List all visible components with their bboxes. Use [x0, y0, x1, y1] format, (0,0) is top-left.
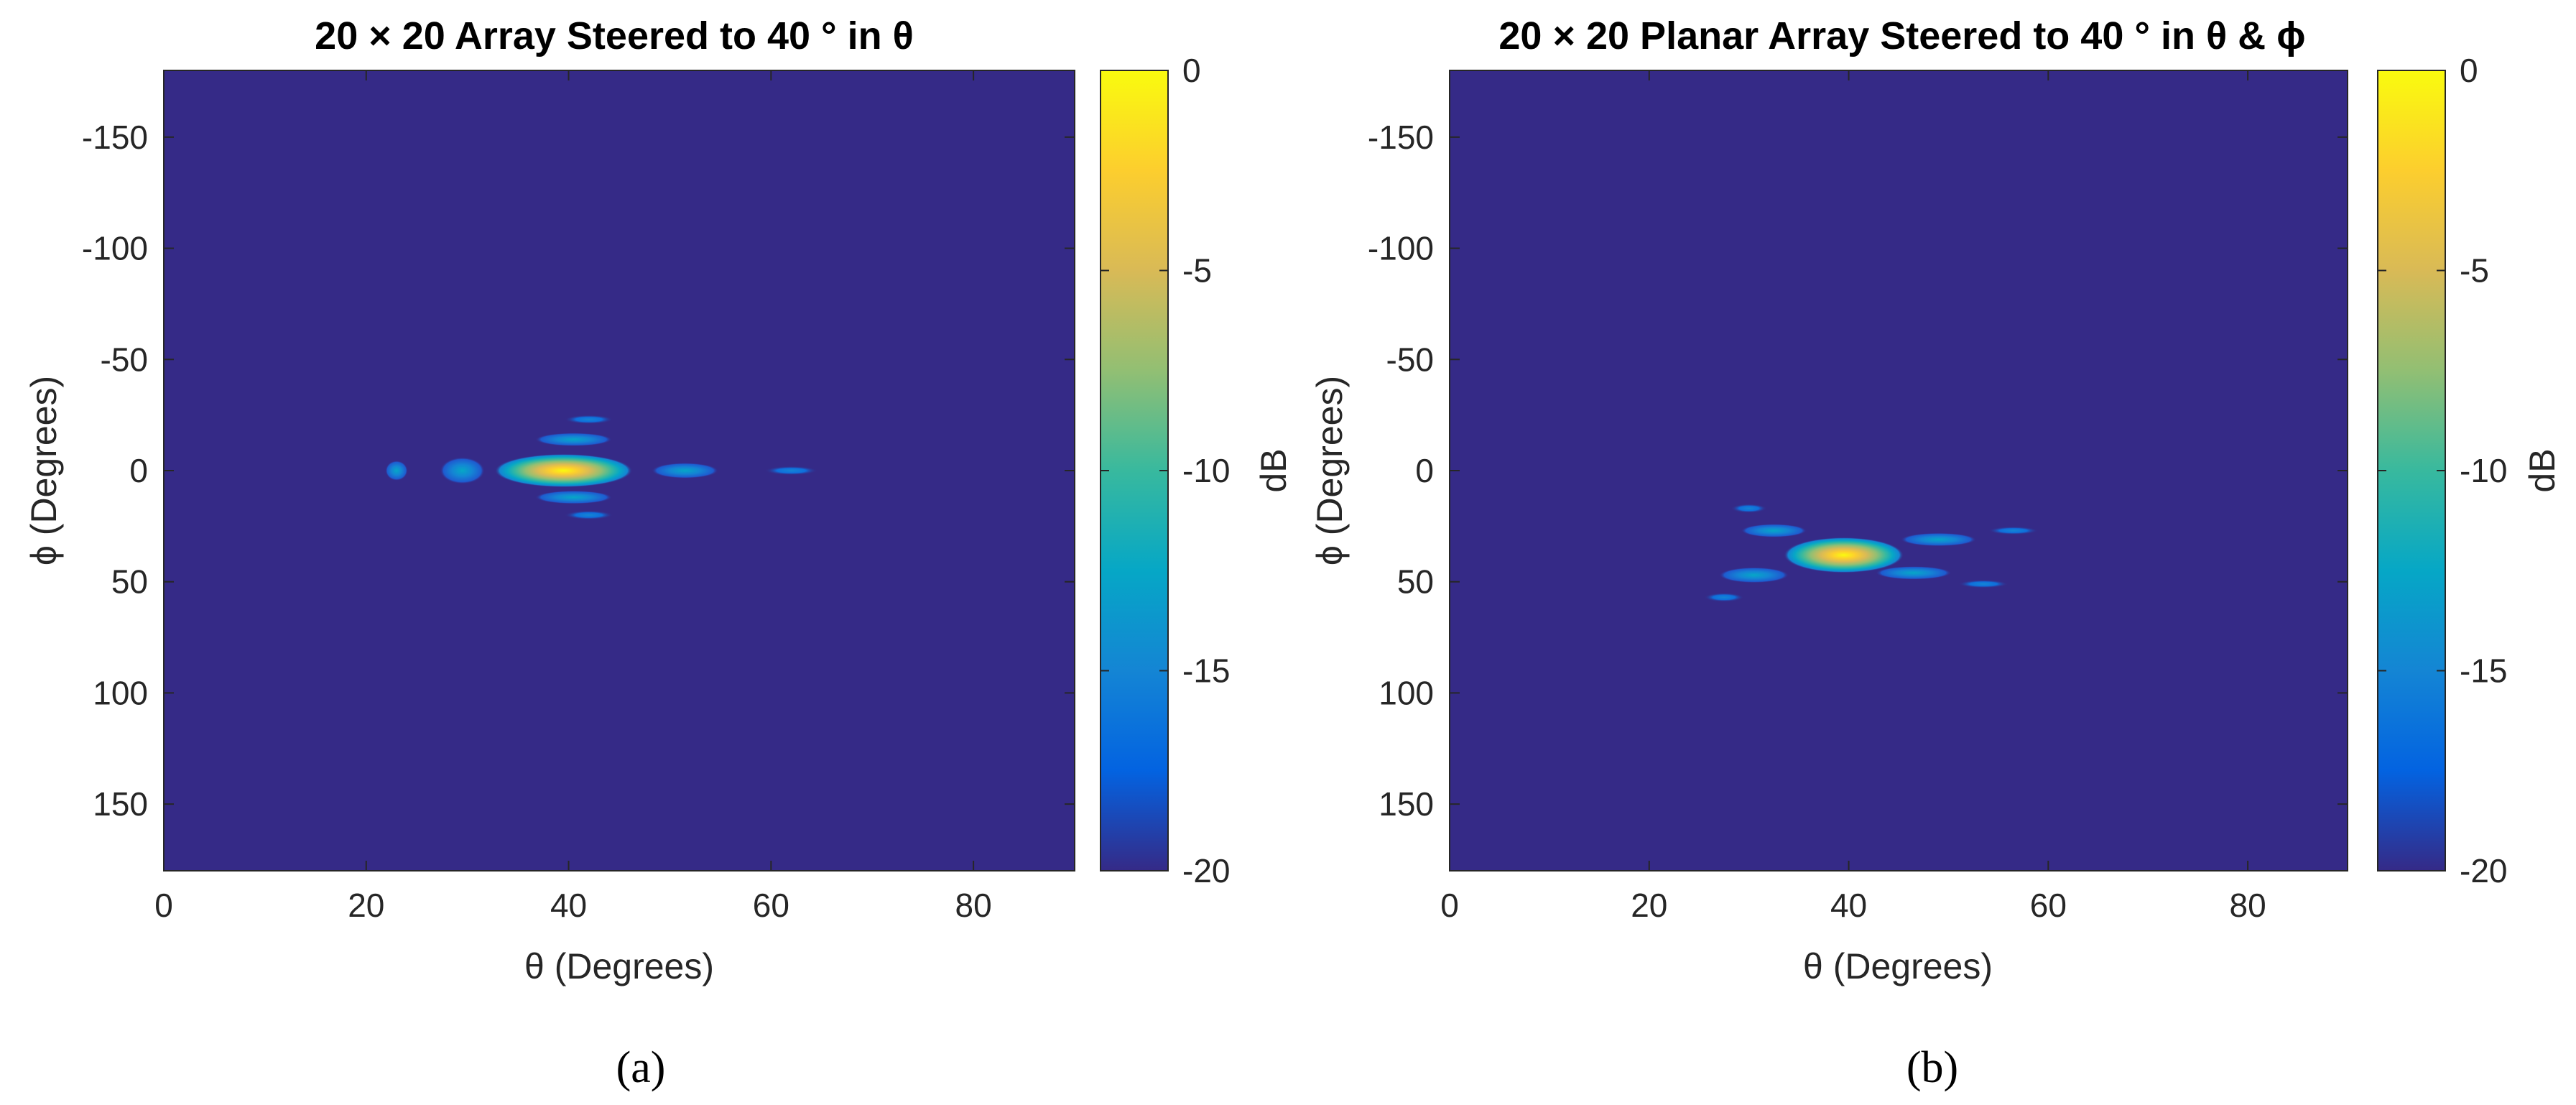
heatmap-lobe [564, 415, 613, 425]
colorbar-tick-label: -20 [1182, 852, 1230, 889]
chart-a-title: 20 × 20 Array Steered to 40 ° in θ [315, 14, 914, 57]
y-tick-label: 150 [1379, 785, 1434, 823]
heatmap-lobe [385, 461, 408, 481]
heatmap-lobe [1704, 593, 1744, 602]
y-tick-label: -150 [1368, 119, 1434, 156]
y-tick-label: 100 [1379, 674, 1434, 711]
colorbar-ticks-a: 0 -5 -10 -15 -20 [1101, 52, 1230, 889]
x-tick-label: 20 [1631, 887, 1667, 924]
y-tick-label: -50 [101, 341, 148, 378]
panel-label-a: (a) [616, 1043, 666, 1092]
y-tick-label: 50 [1397, 563, 1434, 601]
x-tick-label: 0 [154, 887, 173, 924]
colorbar-a [1100, 70, 1169, 871]
heatmap-lobes-a [385, 415, 818, 520]
y-tick-label: 0 [1415, 452, 1434, 489]
heatmap-lobe [1900, 532, 1977, 547]
y-tick-label: -50 [1386, 341, 1434, 378]
y-axis-label-b: ϕ (Degrees) [1310, 376, 1350, 565]
y-tick-label: 100 [93, 674, 148, 711]
y-ticks-a: -150 -100 -50 0 50 100 150 [82, 119, 1075, 823]
heatmap-lobe [1719, 567, 1789, 583]
heatmap-lobe [535, 490, 613, 504]
y-ticks-b: -150 -100 -50 0 50 100 150 [1368, 119, 2348, 823]
colorbar-label-a: dB [1254, 448, 1294, 492]
heatmap-lobe [1958, 580, 2009, 588]
y-tick-label: 150 [93, 785, 148, 823]
y-tick-label: 50 [111, 563, 148, 601]
x-tick-label: 80 [2230, 887, 2266, 924]
heatmap-lobe [1731, 504, 1767, 513]
colorbar-ticks-b: 0 -5 -10 -15 -20 [2378, 52, 2507, 889]
panel-label-b: (b) [1906, 1043, 1958, 1092]
colorbar-tick-label: 0 [1182, 52, 1201, 89]
x-axis-label-b: θ (Degrees) [1803, 946, 1993, 986]
heatmap-lobe [440, 457, 485, 484]
heatmap-lobe [535, 433, 613, 446]
x-ticks-b: 0 20 40 60 80 [1440, 70, 2266, 924]
colorbar-tick-label: -15 [2460, 652, 2507, 690]
x-axis-label-a: θ (Degrees) [524, 946, 714, 986]
colorbar-tick-label: -5 [1182, 252, 1212, 290]
x-tick-label: 40 [1830, 887, 1867, 924]
heatmap-lobe [494, 453, 633, 488]
heatmap-lobe [564, 510, 613, 520]
x-tick-label: 60 [2030, 887, 2067, 924]
colorbar-label-b: dB [2522, 448, 2562, 492]
x-ticks-a: 0 20 40 60 80 [154, 70, 992, 924]
y-tick-label: 0 [129, 452, 148, 489]
y-tick-label: -100 [1368, 230, 1434, 267]
chart-b-title: 20 × 20 Planar Array Steered to 40 ° in … [1498, 14, 2305, 57]
heatmap-lobe [764, 466, 818, 476]
colorbar-tick-label: -15 [1182, 652, 1230, 690]
x-tick-label: 20 [348, 887, 384, 924]
colorbar-b [2377, 70, 2446, 871]
y-axis-label-a: ϕ (Degrees) [24, 376, 64, 565]
heatmap-lobe [652, 463, 719, 478]
y-tick-label: -150 [82, 119, 148, 156]
colorbar-tick-label: -10 [1182, 452, 1230, 489]
heatmap-lobe [1741, 524, 1807, 537]
colorbar-tick-label: -10 [2460, 452, 2507, 489]
y-tick-label: -100 [82, 230, 148, 267]
panel-a: 20 × 20 Array Steered to 40 ° in θ 0 20 40… [24, 14, 1294, 1092]
plot-area-b [1449, 70, 2348, 871]
x-tick-label: 40 [550, 887, 587, 924]
x-tick-label: 60 [753, 887, 789, 924]
heatmap-lobes-b [1704, 504, 2039, 602]
x-tick-label: 80 [955, 887, 992, 924]
colorbar-tick-label: -20 [2460, 852, 2507, 889]
heatmap-lobe [1784, 537, 1904, 573]
heatmap-lobe [1876, 566, 1952, 580]
panel-b: 20 × 20 Planar Array Steered to 40 ° in … [1310, 14, 2562, 1092]
colorbar-tick-label: -5 [2460, 252, 2489, 290]
heatmap-lobe [1988, 526, 2039, 535]
colorbar-tick-label: 0 [2460, 52, 2478, 89]
x-tick-label: 0 [1440, 887, 1459, 924]
